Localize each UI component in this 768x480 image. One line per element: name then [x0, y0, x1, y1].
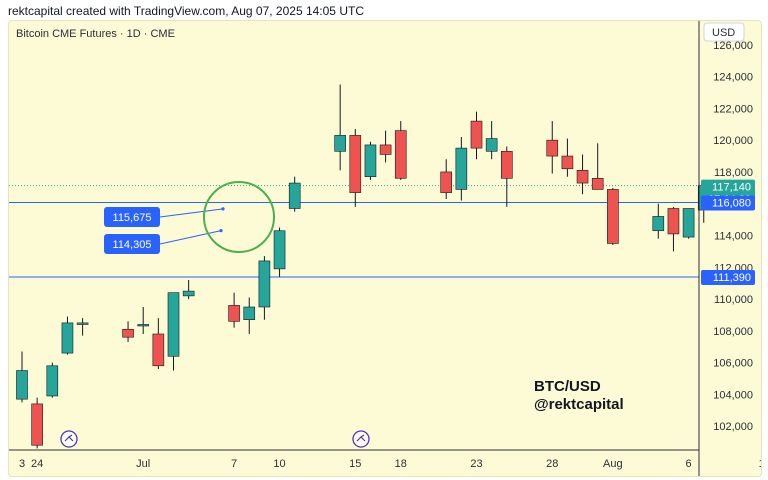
chart-title: Bitcoin CME Futures · 1D · CME	[16, 28, 175, 40]
candle-body[interactable]	[455, 147, 468, 190]
callout-anchor	[221, 207, 225, 211]
time-axis-labels: 324Jul71015182328Aug61114192	[19, 458, 761, 470]
price-tick-label: 108,000	[713, 326, 753, 338]
candle-body[interactable]	[379, 144, 392, 155]
price-axis-labels: 102,000104,000106,000108,000110,000112,0…	[713, 40, 753, 433]
price-tick-label: 124,000	[713, 72, 753, 84]
candle-body[interactable]	[349, 135, 362, 193]
time-tick-label: Aug	[603, 458, 623, 470]
currency-box[interactable]	[703, 22, 745, 42]
candle-body[interactable]	[258, 260, 271, 308]
chart-credit: rektcapital created with TradingView.com…	[8, 4, 364, 18]
time-tick-label: 28	[546, 458, 558, 470]
event-marker-glyph	[356, 434, 366, 442]
candle-body[interactable]	[440, 171, 453, 193]
price-tick-label: 110,000	[714, 294, 753, 306]
candle-body[interactable]	[182, 290, 195, 297]
event-marker-glyph	[64, 434, 74, 442]
price-tick-label: 122,000	[713, 103, 753, 115]
event-marker-icon[interactable]	[352, 430, 370, 448]
candle-body[interactable]	[137, 324, 149, 327]
event-marker-icon[interactable]	[60, 430, 78, 448]
level-price-tag-text: 111,390	[713, 272, 751, 284]
level-price-tag-text: 116,080	[712, 197, 751, 209]
currency-label: USD	[712, 27, 735, 39]
time-tick-label: 10	[273, 458, 285, 470]
price-tick-label: 102,000	[713, 421, 753, 433]
candle-body[interactable]	[122, 328, 134, 338]
candle-body[interactable]	[485, 138, 498, 152]
callout-label-text: 115,675	[113, 212, 152, 224]
level-price-tag[interactable]	[701, 269, 755, 285]
callout-label-box[interactable]	[104, 234, 160, 254]
price-tick-label: 120,000	[713, 135, 753, 147]
price-tick-label: 126,000	[713, 40, 753, 52]
candle-body[interactable]	[31, 403, 43, 446]
drawings: 115,675 114,305	[60, 181, 370, 448]
candle-body[interactable]	[364, 144, 377, 178]
level-price-tag[interactable]	[701, 195, 755, 211]
candle-body[interactable]	[667, 208, 680, 235]
time-tick-label: 11	[759, 458, 761, 470]
callout-anchor	[219, 229, 223, 233]
candle-body[interactable]	[273, 230, 286, 270]
candle-body[interactable]	[16, 370, 28, 400]
candle-body[interactable]	[470, 120, 483, 149]
time-tick-label: 15	[349, 458, 361, 470]
callout-pointer	[159, 230, 222, 245]
candle-body[interactable]	[288, 182, 301, 209]
callout-pointer	[159, 208, 224, 218]
candle-body[interactable]	[46, 365, 59, 397]
price-tick-label: 118,000	[714, 167, 753, 179]
price-tick-label: 104,000	[713, 389, 753, 401]
candle-body[interactable]	[76, 322, 89, 325]
candle-body[interactable]	[334, 135, 346, 152]
candle-body[interactable]	[561, 155, 574, 170]
candle-body[interactable]	[61, 322, 74, 354]
callout-label-box[interactable]	[104, 207, 160, 227]
price-tick-label: 106,000	[713, 358, 753, 370]
candle-body[interactable]	[167, 292, 180, 357]
price-tick-label: 114,000	[714, 231, 753, 243]
annotation-author: @rektcapital	[534, 396, 624, 413]
time-tick-label: 3	[19, 458, 25, 470]
candle-body[interactable]	[682, 208, 695, 238]
chart-frame: 115,675 114,305 USD 102,000 104,000 106,000…	[8, 20, 762, 477]
time-tick-label: 24	[31, 458, 43, 470]
candle-body[interactable]	[591, 178, 604, 190]
candle-body[interactable]	[607, 189, 619, 244]
candle-body[interactable]	[228, 305, 240, 322]
candles	[16, 84, 710, 449]
candle-body[interactable]	[652, 216, 665, 232]
candle-body[interactable]	[152, 333, 165, 367]
time-tick-label: Jul	[136, 458, 150, 470]
current-price-value: 117,140	[712, 182, 751, 194]
candle-body[interactable]	[576, 170, 589, 184]
time-tick-label: 23	[470, 458, 482, 470]
callout-label-text: 114,305	[113, 239, 152, 251]
highlight-circle[interactable]	[203, 181, 275, 253]
time-tick-label: 7	[231, 458, 237, 470]
candle-body[interactable]	[500, 150, 513, 179]
candle-body[interactable]	[394, 130, 407, 179]
time-tick-label: 6	[686, 458, 692, 470]
annotation-symbol: BTC/USD	[534, 378, 601, 395]
candlestick-chart[interactable]: 115,675 114,305 USD 102,000 104,000 106,000…	[9, 21, 761, 476]
time-tick-label: 18	[395, 458, 407, 470]
price-levels	[9, 185, 699, 278]
candle-body[interactable]	[546, 139, 559, 157]
candle-body[interactable]	[243, 306, 256, 321]
axes: USD	[9, 21, 745, 476]
